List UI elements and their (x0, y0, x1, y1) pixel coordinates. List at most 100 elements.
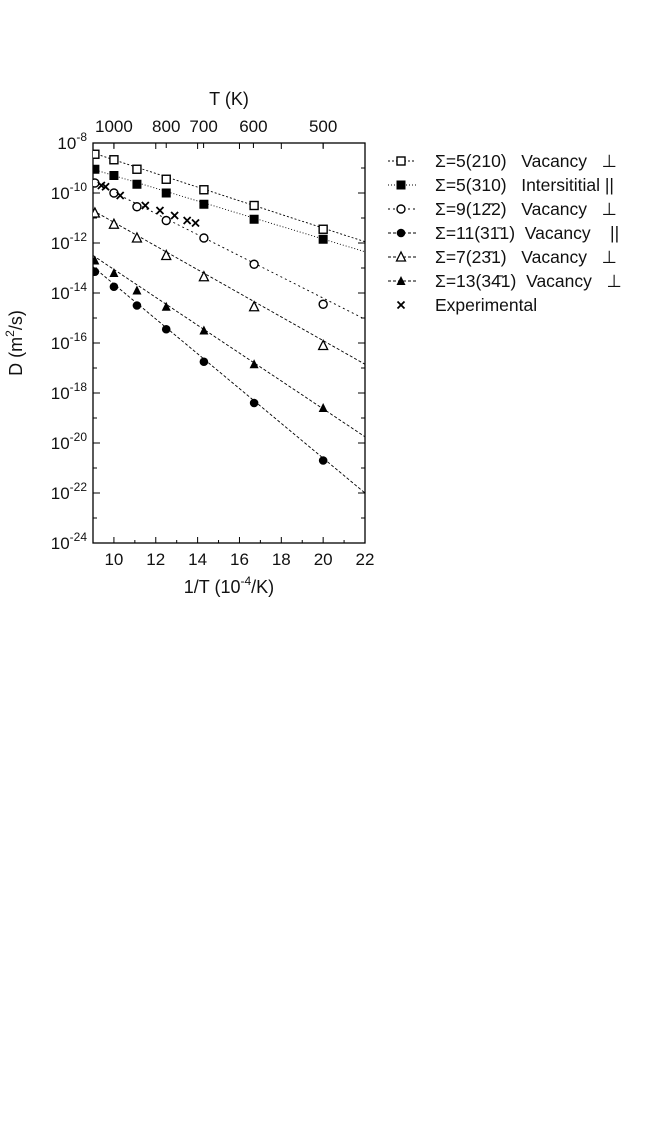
data-point (93, 206, 101, 218)
legend-marker (396, 156, 406, 166)
data-point (101, 182, 110, 191)
data-point (109, 155, 119, 165)
data-point (141, 201, 150, 210)
x-tick-label: 12 (146, 550, 165, 569)
legend-label: Σ=9(12̄2) Vacancy ⊥ (435, 199, 617, 219)
top-tick-label: 700 (189, 117, 217, 136)
y-tick-label: 10-12 (51, 230, 88, 253)
legend-marker (396, 204, 406, 214)
legend-item: Σ=5(310) Intersititial || (388, 175, 614, 195)
data-point (318, 456, 328, 465)
data-point (109, 171, 119, 180)
data-point (170, 211, 179, 220)
data-point (160, 249, 172, 261)
data-point (161, 324, 171, 334)
data-point (109, 282, 119, 292)
legend-marker (395, 250, 407, 262)
chart-figure: 10 12 14 16 18 20 22 1000 800 700 600 500 T (K) 10-24… (3, 89, 622, 597)
data-point (161, 215, 171, 226)
top-tick-label: 1000 (95, 117, 133, 136)
data-point (198, 270, 210, 282)
x-tick-label: 14 (188, 550, 207, 569)
data-point (132, 285, 142, 295)
top-tick-label: 600 (239, 117, 267, 136)
series-5 (93, 255, 365, 438)
legend-marker (396, 228, 406, 238)
legend-label: Σ=5(210) Vacancy ⊥ (435, 151, 617, 171)
data-point (199, 185, 209, 195)
data-point (318, 224, 328, 234)
series-6 (97, 181, 200, 228)
data-point (161, 174, 171, 184)
legend-item: Σ=13(34̄1) Vacancy ⊥ (388, 271, 622, 291)
data-point (132, 202, 142, 212)
data-point (249, 214, 259, 224)
data-point (191, 218, 200, 228)
series-1 (93, 164, 365, 253)
y-tick-label: 10-14 (51, 280, 88, 303)
data-point (199, 199, 209, 209)
top-axis-label: T (K) (209, 89, 249, 109)
data-point (183, 216, 192, 225)
legend-item: Σ=7(23̄1) Vacancy ⊥ (388, 247, 617, 267)
data-point (93, 164, 100, 174)
y-tick-label: 10-24 (51, 530, 88, 553)
data-point (249, 200, 259, 211)
x-axis-label: 1/T (10-4/K) (184, 574, 274, 597)
legend-marker (396, 180, 406, 190)
series-3 (93, 266, 365, 494)
series-0 (93, 149, 365, 243)
data-point (199, 325, 209, 335)
data-point (93, 149, 100, 159)
data-point (161, 301, 171, 311)
x-tick-label: 22 (356, 550, 375, 569)
legend-label: Σ=7(23̄1) Vacancy ⊥ (435, 247, 617, 267)
top-tick-label: 800 (152, 117, 180, 136)
y-tick-label: 10-10 (51, 180, 88, 203)
x-tick-label: 20 (314, 550, 333, 569)
x-tick-label: 16 (230, 550, 249, 569)
legend-label: Σ=11(31̄1) Vacancy || (435, 223, 619, 243)
data-point (249, 398, 259, 408)
fit-line (93, 181, 365, 320)
series-4 (93, 206, 365, 365)
y-tick-label: 10-16 (51, 330, 88, 353)
legend-item: Σ=11(31̄1) Vacancy || (388, 223, 619, 243)
data-point (108, 217, 120, 229)
x-tick-label: 18 (272, 550, 291, 569)
data-point (132, 301, 142, 310)
legend-item: Σ=5(210) Vacancy ⊥ (388, 151, 617, 171)
top-tick-label: 500 (309, 117, 337, 136)
y-tick-label: 10-22 (51, 480, 88, 503)
legend-item: Σ=9(12̄2) Vacancy ⊥ (388, 199, 617, 219)
data-point (132, 164, 142, 174)
y-tick-label: 10-18 (51, 380, 88, 403)
data-point (317, 339, 329, 351)
data-point (116, 191, 125, 200)
legend-item: Experimental (396, 295, 537, 315)
data-point (131, 231, 143, 243)
data-point (132, 179, 142, 189)
data-point (248, 300, 260, 312)
series-2 (93, 178, 365, 320)
legend-marker (396, 300, 406, 310)
data-point (155, 206, 165, 215)
y-tick-label: 10-8 (57, 130, 87, 153)
data-point (199, 357, 209, 367)
fit-line (93, 266, 365, 494)
legend-label: Σ=5(310) Intersititial || (435, 175, 614, 195)
data-point (249, 259, 259, 269)
data-point (109, 268, 119, 277)
data-point (318, 299, 328, 309)
data-point (161, 188, 171, 198)
legend-label: Σ=13(34̄1) Vacancy ⊥ (435, 271, 622, 291)
fit-line (93, 255, 365, 438)
data-point (318, 234, 328, 244)
data-point (93, 255, 100, 265)
legend-label: Experimental (435, 295, 537, 315)
data-point (249, 359, 259, 369)
y-axis-label: D (m2/s) (3, 310, 26, 376)
data-point (199, 233, 209, 243)
data-point (93, 267, 100, 277)
legend-marker (396, 276, 406, 285)
